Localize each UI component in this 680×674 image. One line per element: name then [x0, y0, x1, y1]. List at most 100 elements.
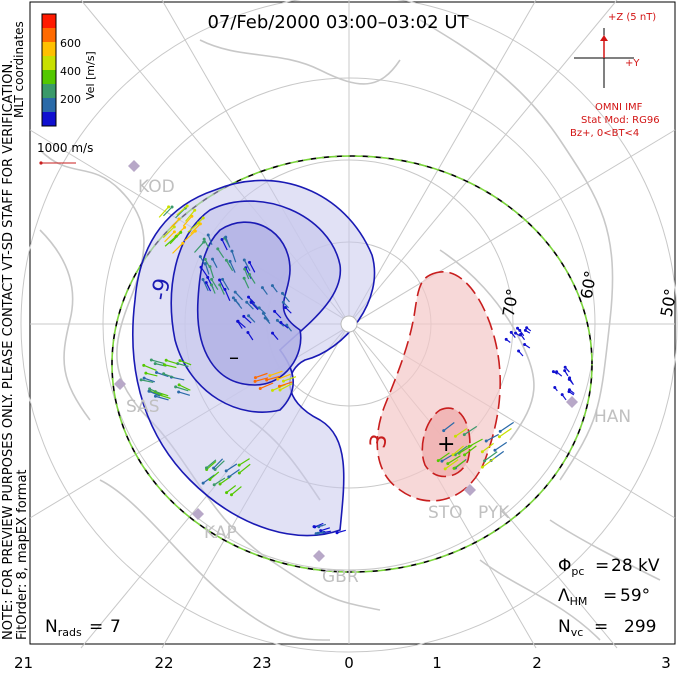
vector-origin	[174, 385, 178, 389]
vector-origin	[283, 305, 287, 309]
vector-origin	[220, 238, 224, 242]
vector-origin	[162, 372, 166, 376]
station-labels: KOD SAS KAP GBR STO PYK HAN	[126, 177, 631, 587]
station-label-kod: KOD	[138, 177, 175, 197]
vector-origin	[212, 483, 216, 487]
colorbar-label: Vel [m/s]	[84, 51, 97, 100]
velocity-vector	[280, 322, 289, 329]
vector-scale-label: 1000 m/s	[37, 141, 93, 155]
station-label-gbr: GBR	[322, 567, 359, 587]
velocity-vector	[444, 459, 459, 470]
vector-origin	[518, 328, 522, 332]
vector-origin	[178, 359, 182, 363]
velocity-vector	[155, 395, 169, 401]
velocity-vector	[232, 297, 240, 306]
vector-origin	[483, 459, 487, 463]
velocity-vector	[225, 259, 234, 272]
vector-origin	[442, 429, 446, 433]
velocity-vector	[178, 391, 191, 396]
velocity-vector	[452, 445, 464, 456]
velocity-vector	[209, 266, 215, 279]
imf-indicator	[574, 28, 634, 88]
vector-origin	[177, 217, 181, 221]
station-marker-gbr	[313, 550, 325, 562]
vector-origin	[149, 358, 153, 362]
vector-origin	[516, 326, 520, 330]
vector-origin	[199, 265, 203, 269]
vector-origin	[560, 393, 564, 397]
velocity-vector	[281, 292, 290, 303]
station-marker-han	[566, 396, 578, 408]
velocity-vector	[248, 315, 256, 323]
velocity-vector	[437, 452, 450, 462]
vector-origin	[177, 390, 181, 394]
vector-origin	[514, 331, 518, 335]
velocity-vector	[179, 360, 192, 366]
velocity-vector	[145, 372, 158, 377]
vector-origin	[193, 229, 197, 233]
velocity-vector	[219, 279, 226, 291]
potential-maximum-marker: +	[437, 432, 455, 457]
velocity-vector	[162, 226, 175, 239]
positive-contour-label: 3	[366, 432, 393, 450]
mlt-tick-3: 3	[661, 654, 671, 672]
colorbar-tick-600: 600	[60, 37, 81, 50]
vector-origin	[265, 378, 269, 382]
vector-origin	[218, 482, 222, 486]
mlt-axis: 21 22 23 0 1 2 3	[14, 654, 671, 672]
velocity-vector	[447, 455, 461, 465]
n-vc-symbol: Nvc	[558, 617, 583, 639]
vector-origin	[316, 531, 320, 535]
vector-origin	[480, 465, 484, 469]
n-vc-value: 299	[624, 617, 656, 637]
vector-origin	[273, 309, 277, 313]
velocity-vector	[231, 250, 237, 263]
velocity-vector	[163, 206, 173, 217]
velocity-vector	[260, 382, 274, 390]
vector-origin	[281, 300, 285, 304]
vector-origin	[276, 377, 280, 381]
preview-note: NOTE: FOR PREVIEW PURPOSES ONLY. PLEASE …	[1, 60, 16, 640]
velocity-vector	[499, 427, 512, 438]
velocity-vector	[190, 223, 201, 234]
colorbar-segment	[42, 56, 56, 71]
vector-origin	[480, 450, 484, 454]
vector-origin	[275, 318, 279, 322]
vector-origin	[509, 330, 513, 334]
velocity-vector	[164, 235, 177, 247]
fit-order-label: FitOrder: 8, mapEX format	[15, 469, 30, 640]
velocity-vector	[454, 445, 468, 456]
velocity-vector	[238, 458, 250, 466]
plot-frame	[29, 1, 676, 645]
lambda-hm-symbol: ΛHM	[558, 586, 587, 608]
velocity-vector	[237, 320, 246, 328]
colorbar-segment	[42, 42, 56, 57]
vector-origin	[172, 225, 176, 229]
velocity-vector	[266, 375, 281, 381]
vector-origin	[153, 394, 157, 398]
velocity-vector	[225, 463, 238, 472]
mlt-tick-0: 0	[344, 654, 354, 672]
velocity-vector	[177, 362, 189, 368]
vector-origin	[313, 525, 317, 529]
velocity-vector	[141, 379, 154, 384]
velocity-vector	[151, 359, 165, 365]
station-markers	[114, 160, 578, 562]
vector-origin	[553, 386, 557, 390]
velocity-vectors	[139, 204, 575, 536]
velocity-vector	[164, 231, 175, 243]
velocity-vector	[243, 315, 252, 324]
phi-pc-eq: =	[595, 556, 609, 576]
lambda-hm-value: 59°	[620, 586, 650, 606]
vector-origin	[206, 233, 210, 237]
velocity-vector	[224, 289, 231, 302]
velocity-vector	[229, 261, 236, 273]
velocity-vector	[211, 279, 219, 291]
velocity-vector	[205, 282, 212, 292]
vector-origin	[208, 477, 212, 481]
velocity-vector	[182, 215, 193, 227]
vector-origin	[209, 283, 213, 287]
velocity-vector	[200, 266, 208, 277]
colorbar-frame	[41, 13, 57, 127]
